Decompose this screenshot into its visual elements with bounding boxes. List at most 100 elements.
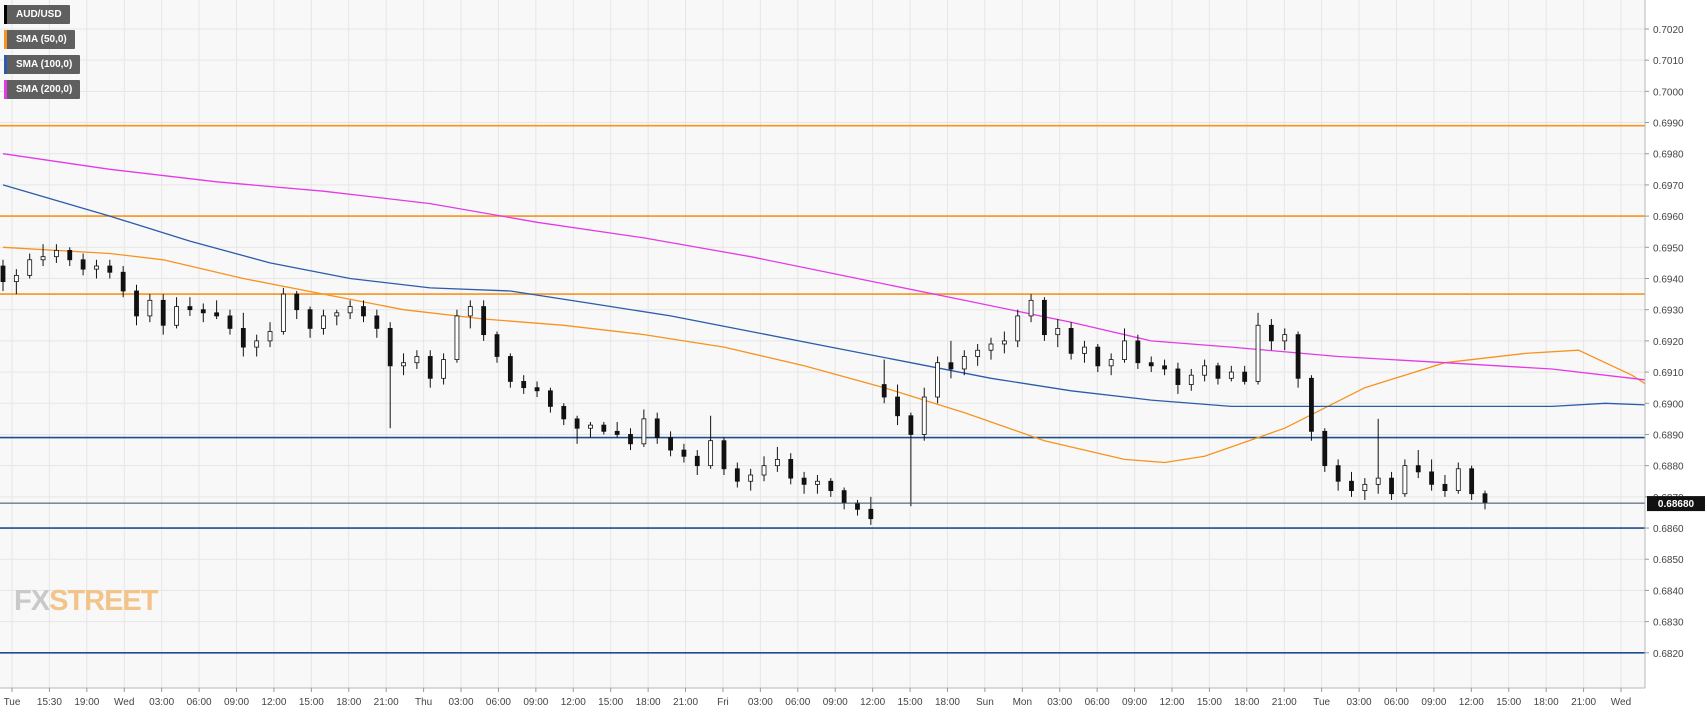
legend-item-sma-200[interactable]: SMA (200,0) — [4, 80, 81, 99]
x-tick-label: 09:00 — [523, 697, 548, 708]
candle — [507, 353, 513, 388]
candle — [1042, 297, 1047, 341]
y-tick-label: 0.6900 — [1653, 399, 1684, 410]
candle — [1108, 353, 1114, 376]
legend-item-sma-100[interactable]: SMA (100,0) — [4, 55, 81, 74]
horizontal-levels — [0, 124, 1645, 654]
candle-body — [1469, 468, 1475, 495]
candle-body — [1175, 368, 1181, 385]
candle-body — [1295, 334, 1301, 379]
x-tick-label: 15:30 — [37, 697, 62, 708]
y-tick-label: 0.7020 — [1653, 25, 1684, 36]
candle — [1068, 322, 1074, 360]
x-tick-label: Tue — [4, 697, 21, 708]
candle-body — [548, 390, 553, 407]
x-tick-label: 09:00 — [823, 697, 848, 708]
candle — [1268, 319, 1274, 351]
candle — [1215, 362, 1221, 385]
candle — [147, 294, 153, 323]
candle — [1148, 356, 1154, 373]
candle-body — [721, 440, 727, 470]
candle-body — [414, 356, 420, 364]
candle-body — [1015, 315, 1021, 342]
x-tick-label: Tue — [1313, 697, 1330, 708]
candle — [748, 468, 754, 491]
sma-line — [2, 184, 1686, 408]
candle-body — [321, 315, 326, 329]
candle — [734, 462, 740, 488]
candle-body — [1402, 465, 1408, 495]
candle-body — [1255, 324, 1261, 382]
legend-item-audusd[interactable]: AUD/USD — [4, 5, 70, 24]
y-tick-label: 0.6850 — [1653, 555, 1684, 566]
candle-body — [467, 306, 473, 317]
candle-body — [1482, 493, 1488, 504]
candle-body — [1095, 346, 1101, 367]
candle — [107, 259, 113, 279]
candle — [1335, 459, 1341, 491]
price-tag: 0.68680 — [1647, 496, 1705, 512]
candle — [521, 375, 527, 394]
candle — [908, 412, 914, 507]
candle-body — [80, 259, 86, 270]
watermark-fx: FX — [14, 585, 50, 617]
x-tick-label: 18:00 — [636, 697, 661, 708]
candle-body — [1429, 471, 1434, 485]
candle — [120, 266, 126, 298]
candle — [1309, 375, 1314, 441]
candle — [334, 309, 340, 326]
candle-body — [895, 396, 900, 417]
y-tick-label: 0.6920 — [1653, 337, 1684, 348]
candle-body — [935, 362, 940, 398]
x-tick-label: 12:00 — [860, 697, 885, 708]
candle — [1295, 331, 1301, 388]
candle-body — [1055, 328, 1061, 336]
candle — [948, 340, 954, 379]
candle-body — [1375, 477, 1381, 485]
y-tick-label: 0.6830 — [1653, 618, 1684, 629]
candle-body — [1068, 328, 1074, 354]
candle — [481, 300, 487, 341]
candle-body — [668, 437, 673, 451]
candle-body — [788, 459, 794, 479]
candle — [1122, 328, 1127, 363]
x-tick-label: 18:00 — [935, 697, 960, 708]
candle — [1055, 319, 1061, 348]
candle-body — [361, 306, 366, 317]
candle — [1455, 462, 1461, 494]
price-tag-label: 0.68680 — [1658, 499, 1695, 510]
candle-body — [748, 474, 754, 482]
candle-body — [734, 468, 740, 482]
candle-body — [1108, 359, 1114, 367]
candle-body — [868, 508, 874, 520]
candle-body — [1215, 365, 1221, 379]
y-tick-label: 0.6970 — [1653, 181, 1684, 192]
x-axis: Tue 15:30 19:00 Wed 03:00 06:00 09:00 12:00 15:0… — [4, 688, 1631, 708]
y-tick-label: 0.6840 — [1653, 586, 1684, 597]
candle-body — [1162, 365, 1167, 370]
candle-body — [561, 405, 567, 420]
candle-body — [307, 309, 313, 329]
x-tick-label: 18:00 — [1534, 697, 1559, 708]
candle-body — [334, 312, 340, 317]
legend-item-sma-50[interactable]: SMA (50,0) — [4, 30, 75, 49]
candle — [641, 409, 647, 447]
candle-body — [961, 356, 967, 370]
chart-legend: AUD/USD SMA (50,0) SMA (100,0) SMA (200,… — [4, 5, 81, 105]
candle — [1202, 359, 1208, 382]
x-tick-label: 15:00 — [299, 697, 324, 708]
x-tick-label: 06:00 — [1384, 697, 1409, 708]
candle — [694, 450, 700, 476]
candle-body — [267, 331, 273, 342]
candle-body — [441, 359, 446, 379]
candles — [0, 244, 1488, 525]
candle-body — [761, 465, 767, 476]
candle — [240, 312, 246, 357]
candle-body — [374, 315, 380, 329]
candle-body — [160, 299, 166, 326]
candle-body — [801, 477, 807, 485]
candle-body — [1228, 371, 1234, 379]
candle-body — [601, 424, 607, 432]
